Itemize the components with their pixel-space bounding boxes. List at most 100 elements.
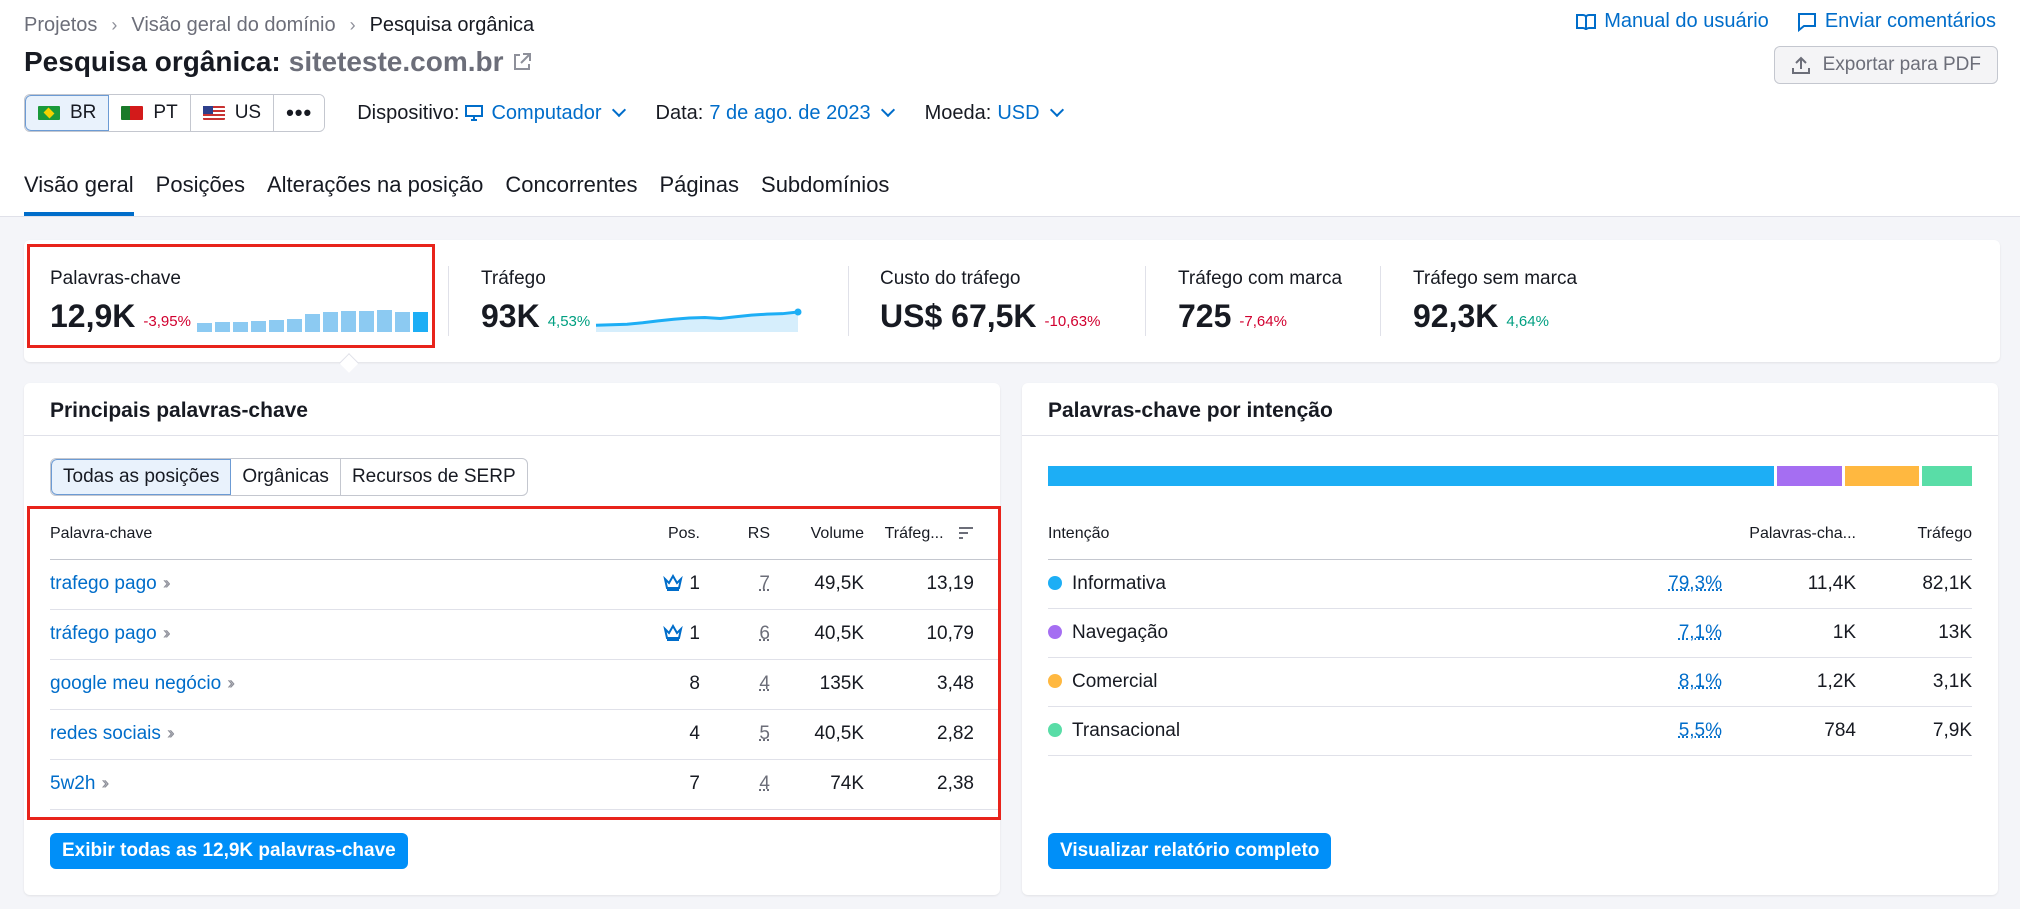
panel-title: Principais palavras-chave [50,399,308,422]
position-cell: 1 [630,609,700,660]
breadcrumb-projects[interactable]: Projetos [24,13,98,36]
report-tabs: Visão geral Posições Alterações na posiç… [24,172,889,216]
header-percent [1602,509,1722,560]
trend-bar [322,312,338,332]
trend-bar [286,319,302,332]
tab-pages[interactable]: Páginas [659,172,740,197]
currency-dropdown[interactable]: USD [997,102,1064,125]
rs-value[interactable]: 4 [759,673,770,694]
divider [24,435,1000,436]
header-position[interactable]: Pos. [630,509,700,560]
keyword-link[interactable]: redes sociais [50,723,161,744]
position-cell: 4 [630,709,700,760]
breadcrumb-domain-overview[interactable]: Visão geral do domínio [131,13,336,36]
metric-branded-traffic[interactable]: Tráfego com marca 725 -7,64% [1178,268,1343,334]
keywords-cell: 1,2K [1722,657,1856,707]
trend-bar [358,311,374,332]
user-manual-link[interactable]: Manual do usuário [1576,10,1769,33]
keyword-link[interactable]: 5w2h [50,773,96,794]
metric-value: 725 [1178,298,1232,334]
keyword-cell: 5w2h ›› [50,759,630,810]
book-icon [1576,13,1597,30]
rs-value[interactable]: 5 [759,723,770,744]
percent-link[interactable]: 8,1% [1678,670,1722,692]
header-keywords[interactable]: Palavras-cha... [1722,509,1856,560]
more-databases-button[interactable]: ••• [274,95,325,131]
export-pdf-button[interactable]: Exportar para PDF [1773,46,1998,84]
metric-delta: -10,63% [1044,313,1101,330]
keyword-link[interactable]: tráfego pago [50,623,157,644]
metric-nonbranded-traffic[interactable]: Tráfego sem marca 92,3K 4,64% [1413,268,1578,334]
percent-cell: 7,1% [1602,608,1722,658]
metric-traffic[interactable]: Tráfego 93K 4,53% [481,268,804,334]
header-rs[interactable]: RS [700,509,770,560]
page-title: Pesquisa orgânica: siteteste.com.br [24,46,532,78]
external-link-icon[interactable] [512,52,532,72]
traffic-cell: 7,9K [1856,706,1972,756]
intent-name-cell: Informativa [1048,559,1602,609]
percent-link[interactable]: 79,3% [1668,572,1722,594]
double-chevron-icon[interactable]: ›› [162,573,171,593]
keyword-link[interactable]: trafego pago [50,573,157,594]
divider [1022,435,1998,436]
metric-keywords[interactable]: Palavras-chave 12,9K -3,95% [50,268,428,334]
breadcrumb: Projetos › Visão geral do domínio › Pesq… [24,14,534,37]
double-chevron-icon[interactable]: ›› [166,723,175,743]
intent-bar-segment[interactable] [1844,466,1919,486]
percent-link[interactable]: 5,5% [1678,719,1722,741]
rs-value[interactable]: 7 [759,573,770,594]
intent-color-dot [1048,722,1062,737]
header-traffic[interactable]: Tráfeg... [864,509,1000,560]
trend-bar [412,312,428,332]
trend-bar [304,314,320,332]
domain-link[interactable]: siteteste.com.br [288,46,504,77]
intent-name-cell: Transacional [1048,706,1602,756]
trend-bar [232,322,248,332]
volume-cell: 49,5K [770,559,864,610]
traffic-cell: 2,82 [864,709,1000,760]
tab-position-changes[interactable]: Alterações na posição [266,172,484,197]
database-br-button[interactable]: BR [25,95,110,131]
percent-cell: 5,5% [1602,706,1722,756]
intent-bar-segment[interactable] [1048,466,1774,486]
send-feedback-link[interactable]: Enviar comentários [1797,10,1996,33]
date-dropdown[interactable]: 7 de ago. de 2023 [709,102,895,125]
device-dropdown[interactable]: Computador [465,102,626,125]
tab-subdomains[interactable]: Subdomínios [761,172,890,197]
segment-organic[interactable]: Orgânicas [231,459,341,495]
segment-all-positions[interactable]: Todas as posições [51,459,232,495]
metric-traffic-cost[interactable]: Custo do tráfego US$ 67,5K -10,63% [880,268,1101,334]
header-keyword[interactable]: Palavra-chave [50,509,630,560]
segment-serp-features[interactable]: Recursos de SERP [351,466,516,487]
rs-cell: 4 [700,759,770,810]
keyword-cell: redes sociais ›› [50,709,630,760]
header-volume[interactable]: Volume [770,509,864,560]
metric-value: 92,3K [1413,298,1499,334]
rs-value[interactable]: 6 [759,623,770,644]
header-traffic[interactable]: Tráfego [1856,509,1972,560]
view-full-report-button[interactable]: Visualizar relatório completo [1048,833,1332,869]
keyword-link[interactable]: google meu negócio [50,673,222,694]
keywords-cell: 11,4K [1722,559,1856,609]
view-all-keywords-button[interactable]: Exibir todas as 12,9K palavras-chave [50,833,408,869]
intent-bar-segment[interactable] [1921,466,1972,486]
top-keywords-panel: Principais palavras-chave Todas as posiç… [24,383,1000,895]
keywords-table-highlight [27,506,1001,820]
crown-icon [663,574,684,591]
sort-icon[interactable] [958,526,974,540]
tab-overview[interactable]: Visão geral [24,172,134,216]
tab-positions[interactable]: Posições [155,172,245,197]
rs-value[interactable]: 4 [759,773,770,794]
keywords-by-intent-panel: Palavras-chave por intenção Intenção Pal… [1022,383,1998,895]
trend-bar [250,321,266,332]
keywords-metric-highlight [27,244,435,348]
database-pt-button[interactable]: PT [109,95,191,131]
intent-bar-segment[interactable] [1776,466,1842,486]
database-us-button[interactable]: US [190,95,275,131]
traffic-trend-chart [596,308,802,332]
tab-competitors[interactable]: Concorrentes [505,172,638,197]
percent-link[interactable]: 7,1% [1678,621,1722,643]
usa-flag-icon [202,106,225,120]
percent-cell: 8,1% [1602,657,1722,707]
double-chevron-icon[interactable]: ›› [162,623,171,643]
